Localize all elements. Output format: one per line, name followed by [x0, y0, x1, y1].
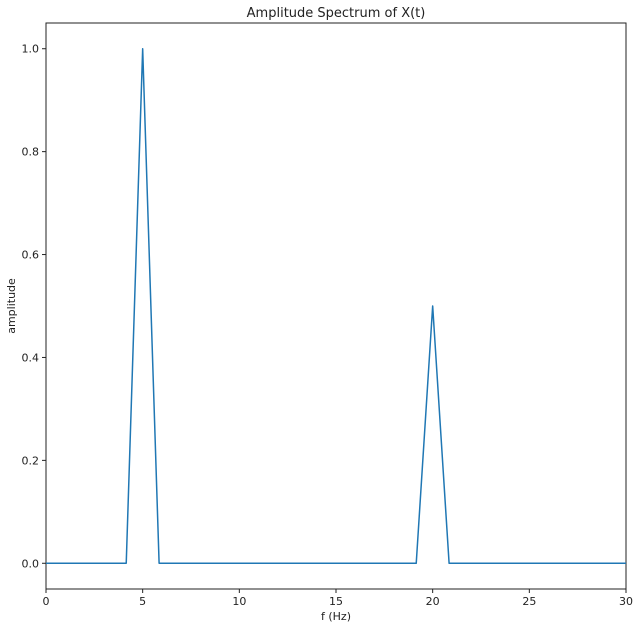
chart-title: Amplitude Spectrum of X(t) [247, 6, 426, 21]
plot-area [45, 22, 627, 590]
x-axis-ticks: 0 5 10 15 20 25 30 [43, 589, 633, 608]
y-tick-label: 0.2 [22, 454, 40, 467]
x-tick-label: 20 [426, 595, 440, 608]
y-axis-ticks: 0.0 0.2 0.4 0.6 0.8 1.0 [22, 43, 46, 570]
x-tick-label: 15 [329, 595, 343, 608]
y-tick-label: 1.0 [22, 43, 40, 56]
x-tick-label: 0 [43, 595, 50, 608]
series-line-0 [46, 47, 626, 565]
y-tick-label: 0.8 [22, 146, 40, 159]
y-tick-label: 0.4 [22, 351, 40, 364]
x-axis-label: f (Hz) [321, 610, 351, 623]
plot-frame [45, 22, 627, 590]
y-tick-label: 0.6 [22, 249, 40, 262]
series-layer [46, 47, 626, 565]
y-axis-label: amplitude [5, 278, 18, 334]
x-tick-label: 5 [139, 595, 146, 608]
x-tick-label: 30 [619, 595, 633, 608]
y-tick-label: 0.0 [22, 557, 40, 570]
x-tick-label: 25 [522, 595, 536, 608]
x-tick-label: 10 [232, 595, 246, 608]
